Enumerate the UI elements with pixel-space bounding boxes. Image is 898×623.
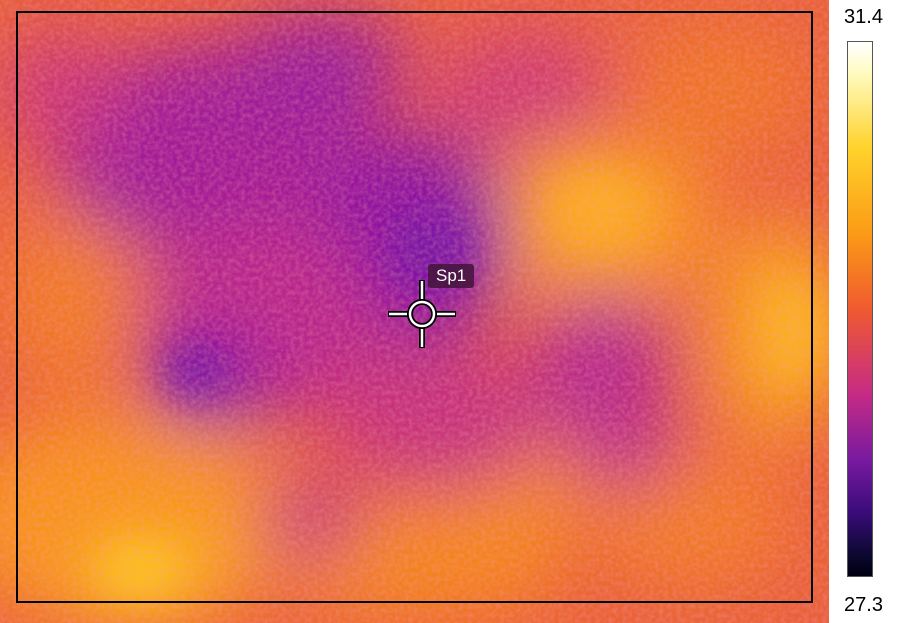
- temperature-scale: 31.4 27.3: [829, 0, 898, 623]
- spot-crosshair-icon[interactable]: [386, 278, 458, 350]
- scale-max-value: 31.4: [844, 6, 883, 28]
- scale-min-value: 27.3: [844, 594, 883, 616]
- image-frame: [16, 11, 813, 603]
- spot-label: Sp1: [428, 264, 475, 288]
- thermal-image: Sp1: [0, 0, 829, 623]
- color-scale-bar: [847, 41, 873, 577]
- thermal-heatmap: [0, 0, 829, 623]
